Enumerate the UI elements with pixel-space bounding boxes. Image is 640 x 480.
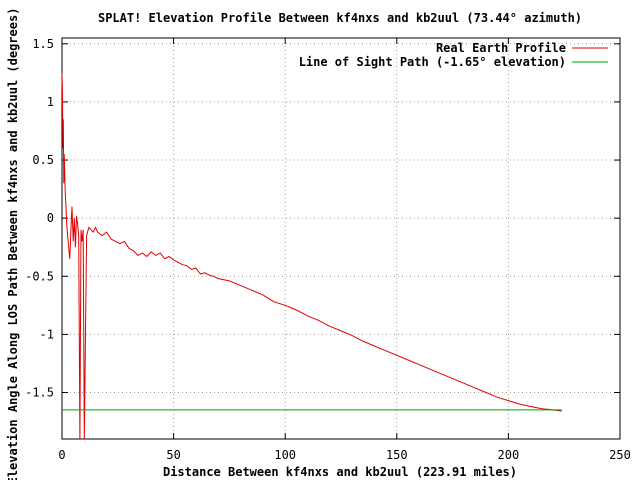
grid-lines (62, 38, 620, 439)
tick-labels: 0 50 100 150 200 250 1.5 1 0.5 0 -0.5 -1 -1.5 (25, 37, 631, 462)
x-tick-label: 100 (274, 448, 296, 462)
legend-label-real-earth: Real Earth Profile (436, 41, 566, 55)
y-tick-label: 1 (47, 95, 54, 109)
axis-ticks (61, 38, 621, 439)
y-tick-label: 1.5 (32, 37, 54, 51)
chart-title: SPLAT! Elevation Profile Between kf4nxs … (98, 11, 582, 25)
plot-frame (61, 37, 621, 440)
x-tick-label: 0 (58, 448, 65, 462)
series-layer (61, 72, 562, 440)
legend: Real Earth Profile Line of Sight Path (-… (299, 41, 608, 69)
x-tick-label: 250 (609, 448, 631, 462)
x-tick-label: 200 (498, 448, 520, 462)
y-tick-label: -1 (40, 327, 54, 341)
x-tick-label: 50 (166, 448, 180, 462)
y-axis-label: Elevation Angle Along LOS Path Between k… (6, 8, 20, 480)
y-tick-label: -0.5 (25, 269, 54, 283)
x-axis-label: Distance Between kf4nxs and kb2uul (223.… (163, 465, 517, 479)
legend-label-line-of-sight: Line of Sight Path (-1.65° elevation) (299, 55, 566, 69)
x-tick-label: 150 (386, 448, 408, 462)
y-tick-label: 0 (47, 211, 54, 225)
series-real-earth-profile (61, 72, 562, 440)
y-tick-label: -1.5 (25, 386, 54, 400)
y-tick-label: 0.5 (32, 153, 54, 167)
